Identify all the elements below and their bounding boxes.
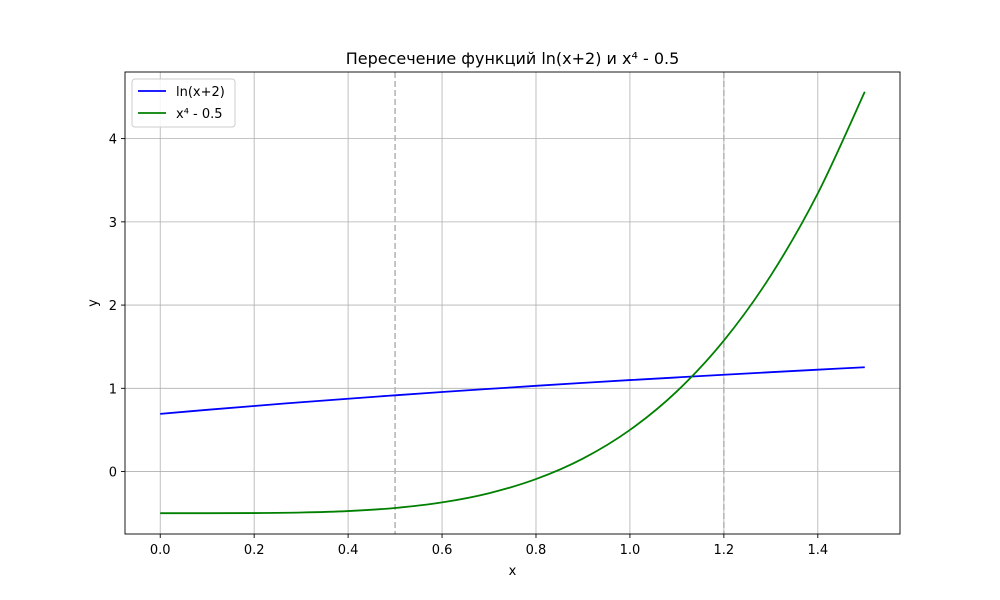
series-line-1 [160, 366, 865, 415]
legend-label-1: ln(x+2) [176, 85, 225, 100]
x-tick-label: 1.0 [620, 543, 641, 558]
y-tick-label: 4 [109, 133, 117, 148]
legend-label-2: x⁴ - 0.5 [176, 107, 223, 122]
x-tick-label: 0.8 [526, 543, 547, 558]
y-tick-label: 1 [109, 382, 117, 397]
plot-area: 0.0 0.2 0.4 0.6 0.8 1.0 1.2 1.4 0 1 2 3 4 [109, 71, 901, 558]
y-axis-label: y [86, 299, 101, 307]
x-tick-label: 1.2 [714, 543, 735, 558]
series-line-2 [160, 91, 866, 515]
y-tick-label: 2 [109, 299, 117, 314]
y-tick-label: 0 [109, 466, 117, 481]
x-tick-label: 0.0 [150, 543, 171, 558]
x-axis-label: x [509, 564, 517, 579]
y-tick-label: 3 [109, 216, 117, 231]
x-tick-label: 0.6 [432, 543, 453, 558]
axes-frame [124, 71, 901, 535]
x-tick-label: 0.4 [338, 543, 359, 558]
legend: ln(x+2) x⁴ - 0.5 [131, 78, 236, 128]
x-tick-label: 1.4 [807, 543, 828, 558]
chart-title: Пересечение функций ln(x+2) и x⁴ - 0.5 [346, 49, 680, 68]
x-tick-label: 0.2 [244, 543, 265, 558]
